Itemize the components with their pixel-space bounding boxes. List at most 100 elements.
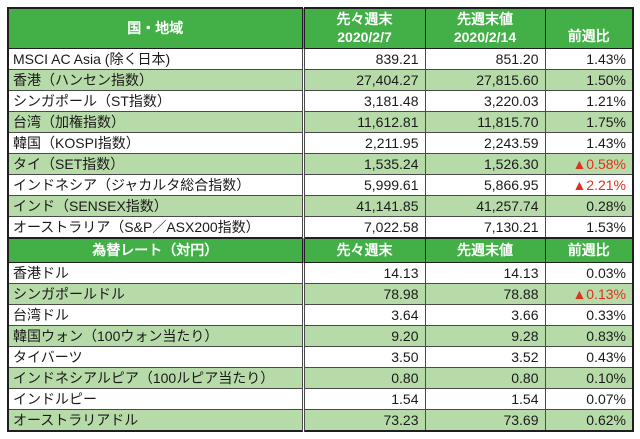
table-row: 韓国（KOSPI指数） 2,211.95 2,243.59 1.43% <box>7 132 634 154</box>
table-row: 香港（ハンセン指数） 27,404.27 27,815.60 1.50% <box>7 69 634 91</box>
row-label: タイバーツ <box>7 346 304 368</box>
change-value: 1.53% <box>544 216 634 239</box>
change-value: 0.07% <box>544 388 634 410</box>
change-value: 1.50% <box>544 69 634 91</box>
last-week-value: 73.69 <box>424 409 546 432</box>
prev-week-value: 839.21 <box>301 48 426 70</box>
row-label: インド（SENSEX指数） <box>7 195 304 217</box>
table-row: オーストラリア（S&P／ASX200指数） 7,022.58 7,130.21 1.5… <box>7 216 634 239</box>
prev-week-value: 11,612.81 <box>301 111 426 133</box>
row-label: インドネシア（ジャカルタ総合指数） <box>7 174 304 196</box>
table-row: シンガポールドル 78.98 78.88 ▲0.13% <box>7 283 634 305</box>
table-row: 香港ドル 14.13 14.13 0.03% <box>7 262 634 284</box>
table-row: オーストラリアドル 73.23 73.69 0.62% <box>7 409 634 432</box>
fx-header-change: 前週比 <box>544 237 634 263</box>
indices-header-prev-week-label: 先々週末 <box>336 11 393 27</box>
row-label: シンガポール（ST指数） <box>7 90 304 112</box>
indices-header-row: 国・地域 先々週末 2020/2/7 先週末値 2020/2/14 前週比 <box>7 7 634 49</box>
last-week-value: 0.80 <box>424 367 546 389</box>
table-row: インドネシア（ジャカルタ総合指数） 5,999.61 5,866.95 ▲2.21% <box>7 174 634 196</box>
indices-header-country: 国・地域 <box>7 7 304 49</box>
last-week-value: 5,866.95 <box>424 174 546 196</box>
last-week-value: 41,257.74 <box>424 195 546 217</box>
prev-week-value: 73.23 <box>301 409 426 432</box>
table-row: MSCI AC Asia (除く日本) 839.21 851.20 1.43% <box>7 48 634 70</box>
last-week-value: 14.13 <box>424 262 546 284</box>
change-value: 0.03% <box>544 262 634 284</box>
row-label: オーストラリアドル <box>7 409 304 432</box>
indices-header-last-week-label: 先週末値 <box>457 11 513 27</box>
last-week-value: 27,815.60 <box>424 69 546 91</box>
prev-week-value: 9.20 <box>301 325 426 347</box>
change-value: 0.43% <box>544 346 634 368</box>
last-week-value: 78.88 <box>424 283 546 305</box>
last-week-value: 7,130.21 <box>424 216 546 239</box>
indices-header-prev-week: 先々週末 2020/2/7 <box>301 7 426 49</box>
table-row: インドネシアルピア（100ルピア当たり） 0.80 0.80 0.10% <box>7 367 634 389</box>
prev-week-value: 3.50 <box>301 346 426 368</box>
prev-week-value: 3,181.48 <box>301 90 426 112</box>
change-value: ▲2.21% <box>544 174 634 196</box>
change-value: ▲0.58% <box>544 153 634 175</box>
row-label: タイ（SET指数） <box>7 153 304 175</box>
table-row: インド（SENSEX指数） 41,141.85 41,257.74 0.28% <box>7 195 634 217</box>
prev-week-value: 1.54 <box>301 388 426 410</box>
row-label: 香港（ハンセン指数） <box>7 69 304 91</box>
change-value: ▲0.13% <box>544 283 634 305</box>
change-value: 0.62% <box>544 409 634 432</box>
last-week-value: 1,526.30 <box>424 153 546 175</box>
fx-table-body: 香港ドル 14.13 14.13 0.03% シンガポールドル 78.98 78.88 ▲0.… <box>7 262 634 432</box>
change-value: 1.43% <box>544 132 634 154</box>
row-label: 香港ドル <box>7 262 304 284</box>
change-value: 0.83% <box>544 325 634 347</box>
last-week-value: 9.28 <box>424 325 546 347</box>
prev-week-value: 1,535.24 <box>301 153 426 175</box>
change-value: 0.33% <box>544 304 634 326</box>
indices-section-header: 国・地域 先々週末 2020/2/7 先週末値 2020/2/14 前週比 <box>7 7 634 49</box>
row-label: インドネシアルピア（100ルピア当たり） <box>7 367 304 389</box>
prev-week-value: 41,141.85 <box>301 195 426 217</box>
change-value: 0.10% <box>544 367 634 389</box>
prev-week-value: 27,404.27 <box>301 69 426 91</box>
row-label: 台湾ドル <box>7 304 304 326</box>
prev-week-value: 5,999.61 <box>301 174 426 196</box>
table-row: インドルピー 1.54 1.54 0.07% <box>7 388 634 410</box>
change-value: 0.28% <box>544 195 634 217</box>
row-label: MSCI AC Asia (除く日本) <box>7 48 304 70</box>
fx-header-last-week: 先週末値 <box>424 237 546 263</box>
row-label: オーストラリア（S&P／ASX200指数） <box>7 216 304 239</box>
last-week-value: 1.54 <box>424 388 546 410</box>
prev-week-value: 2,211.95 <box>301 132 426 154</box>
indices-header-last-week-date: 2020/2/14 <box>453 28 517 45</box>
indices-header-prev-week-date: 2020/2/7 <box>337 28 392 45</box>
fx-header-title: 為替レート（対円） <box>7 237 304 263</box>
prev-week-value: 0.80 <box>301 367 426 389</box>
fx-section-header: 為替レート（対円） 先々週末 先週末値 前週比 <box>7 237 634 263</box>
last-week-value: 3,220.03 <box>424 90 546 112</box>
table-row: タイ（SET指数） 1,535.24 1,526.30 ▲0.58% <box>7 153 634 175</box>
prev-week-value: 78.98 <box>301 283 426 305</box>
prev-week-value: 7,022.58 <box>301 216 426 239</box>
row-label: シンガポールドル <box>7 283 304 305</box>
indices-header-change: 前週比 <box>544 7 634 49</box>
row-label: 台湾（加権指数） <box>7 111 304 133</box>
last-week-value: 2,243.59 <box>424 132 546 154</box>
row-label: 韓国ウォン（100ウォン当たり） <box>7 325 304 347</box>
indices-header-last-week: 先週末値 2020/2/14 <box>424 7 546 49</box>
change-value: 1.75% <box>544 111 634 133</box>
row-label: インドルピー <box>7 388 304 410</box>
indices-table-body: MSCI AC Asia (除く日本) 839.21 851.20 1.43% 香港（ハ… <box>7 48 634 239</box>
change-value: 1.43% <box>544 48 634 70</box>
change-value: 1.21% <box>544 90 634 112</box>
last-week-value: 3.52 <box>424 346 546 368</box>
last-week-value: 3.66 <box>424 304 546 326</box>
fx-header-prev-week: 先々週末 <box>301 237 426 263</box>
last-week-value: 11,815.70 <box>424 111 546 133</box>
table-row: 韓国ウォン（100ウォン当たり） 9.20 9.28 0.83% <box>7 325 634 347</box>
table-row: シンガポール（ST指数） 3,181.48 3,220.03 1.21% <box>7 90 634 112</box>
prev-week-value: 14.13 <box>301 262 426 284</box>
fx-header-row: 為替レート（対円） 先々週末 先週末値 前週比 <box>7 237 634 263</box>
table-row: タイバーツ 3.50 3.52 0.43% <box>7 346 634 368</box>
table-row: 台湾ドル 3.64 3.66 0.33% <box>7 304 634 326</box>
